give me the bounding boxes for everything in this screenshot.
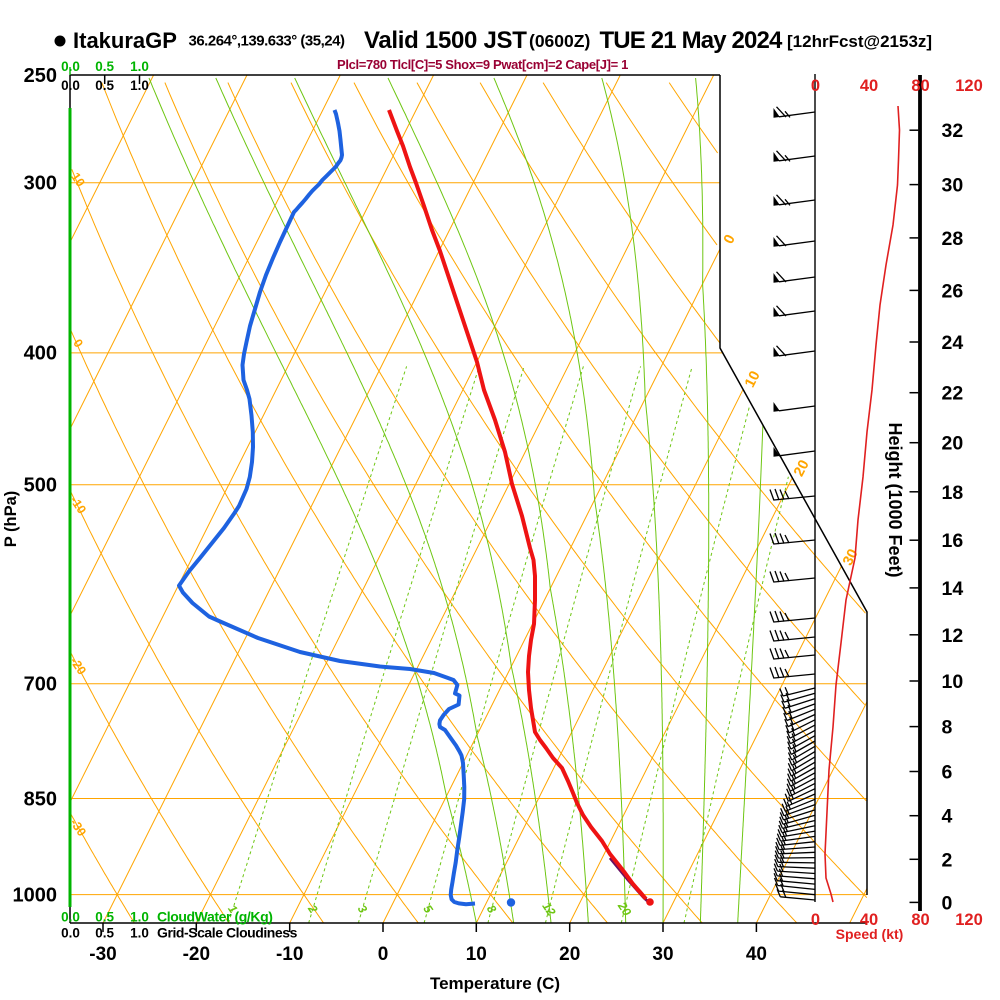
- svg-text:36.264°,139.633° (35,24): 36.264°,139.633° (35,24): [189, 33, 345, 50]
- svg-text:40: 40: [860, 911, 878, 929]
- svg-text:1.0: 1.0: [130, 59, 149, 74]
- svg-text:16: 16: [942, 530, 964, 552]
- svg-text:400: 400: [24, 343, 57, 365]
- svg-text:ItakuraGP: ItakuraGP: [73, 28, 177, 53]
- svg-text:250: 250: [24, 65, 57, 87]
- svg-text:28: 28: [942, 228, 964, 250]
- svg-text:30: 30: [652, 944, 673, 965]
- svg-text:20: 20: [791, 458, 813, 480]
- svg-text:14: 14: [942, 578, 964, 600]
- svg-text:0.0: 0.0: [61, 78, 80, 93]
- svg-text:0: 0: [811, 911, 820, 929]
- svg-text:0.5: 0.5: [95, 59, 114, 74]
- svg-text:TUE 21 May 2024: TUE 21 May 2024: [600, 27, 784, 54]
- svg-text:80: 80: [911, 911, 929, 929]
- svg-text:26: 26: [942, 280, 964, 302]
- svg-text:0.5: 0.5: [95, 910, 114, 925]
- svg-text:1.0: 1.0: [130, 926, 149, 941]
- svg-text:10: 10: [68, 170, 87, 189]
- svg-text:-20: -20: [183, 944, 210, 965]
- svg-text:20: 20: [559, 944, 580, 965]
- svg-text:40: 40: [860, 77, 878, 95]
- svg-text:18: 18: [942, 482, 964, 504]
- svg-text:0.5: 0.5: [95, 926, 114, 941]
- svg-text:10: 10: [466, 944, 487, 965]
- svg-text:12: 12: [942, 625, 964, 647]
- svg-text:Speed (kt): Speed (kt): [836, 926, 904, 942]
- svg-text:500: 500: [24, 475, 57, 497]
- svg-text:10: 10: [742, 369, 764, 391]
- svg-text:30: 30: [840, 547, 862, 569]
- svg-text:2: 2: [942, 849, 953, 871]
- svg-text:850: 850: [24, 788, 57, 810]
- svg-text:(0600Z): (0600Z): [529, 31, 590, 51]
- svg-text:0: 0: [942, 892, 953, 914]
- svg-text:P (hPa): P (hPa): [2, 491, 20, 548]
- svg-text:0.0: 0.0: [61, 926, 80, 941]
- svg-text:700: 700: [24, 674, 57, 696]
- svg-text:0.0: 0.0: [61, 59, 80, 74]
- svg-text:8: 8: [942, 717, 953, 739]
- svg-text:0.5: 0.5: [95, 78, 114, 93]
- svg-text:120: 120: [955, 77, 983, 95]
- svg-text:-10: -10: [276, 944, 303, 965]
- svg-text:CloudWater (g/Kg): CloudWater (g/Kg): [157, 909, 273, 925]
- svg-text:80: 80: [911, 77, 929, 95]
- svg-text:Temperature (C): Temperature (C): [430, 974, 560, 993]
- svg-text:20: 20: [615, 899, 635, 919]
- svg-text:120: 120: [955, 911, 983, 929]
- svg-text:10: 10: [942, 671, 964, 693]
- svg-text:6: 6: [942, 762, 953, 784]
- svg-text:Valid 1500 JST: Valid 1500 JST: [364, 27, 527, 54]
- svg-text:0.0: 0.0: [61, 910, 80, 925]
- svg-text:24: 24: [942, 332, 964, 354]
- svg-text:300: 300: [24, 173, 57, 195]
- svg-text:1.0: 1.0: [130, 910, 149, 925]
- svg-text:0: 0: [378, 944, 389, 965]
- svg-text:4: 4: [942, 806, 953, 828]
- svg-text:[12hrFcst@2153z]: [12hrFcst@2153z]: [787, 32, 932, 51]
- svg-text:Grid-Scale Cloudiness: Grid-Scale Cloudiness: [157, 925, 298, 941]
- svg-text:1.0: 1.0: [130, 78, 149, 93]
- svg-text:Plcl=780 Tlcl[C]=5 Shox=9 Pwat: Plcl=780 Tlcl[C]=5 Shox=9 Pwat[cm]=2 Cap…: [337, 57, 628, 72]
- svg-text:1000: 1000: [13, 884, 58, 906]
- svg-text:40: 40: [746, 944, 767, 965]
- svg-text:20: 20: [942, 433, 964, 455]
- svg-text:22: 22: [942, 383, 964, 405]
- svg-text:Height (1000 Feet): Height (1000 Feet): [885, 422, 905, 577]
- svg-text:0: 0: [811, 77, 820, 95]
- svg-text:30: 30: [942, 175, 964, 197]
- svg-text:32: 32: [942, 120, 964, 142]
- svg-text:-30: -30: [89, 944, 116, 965]
